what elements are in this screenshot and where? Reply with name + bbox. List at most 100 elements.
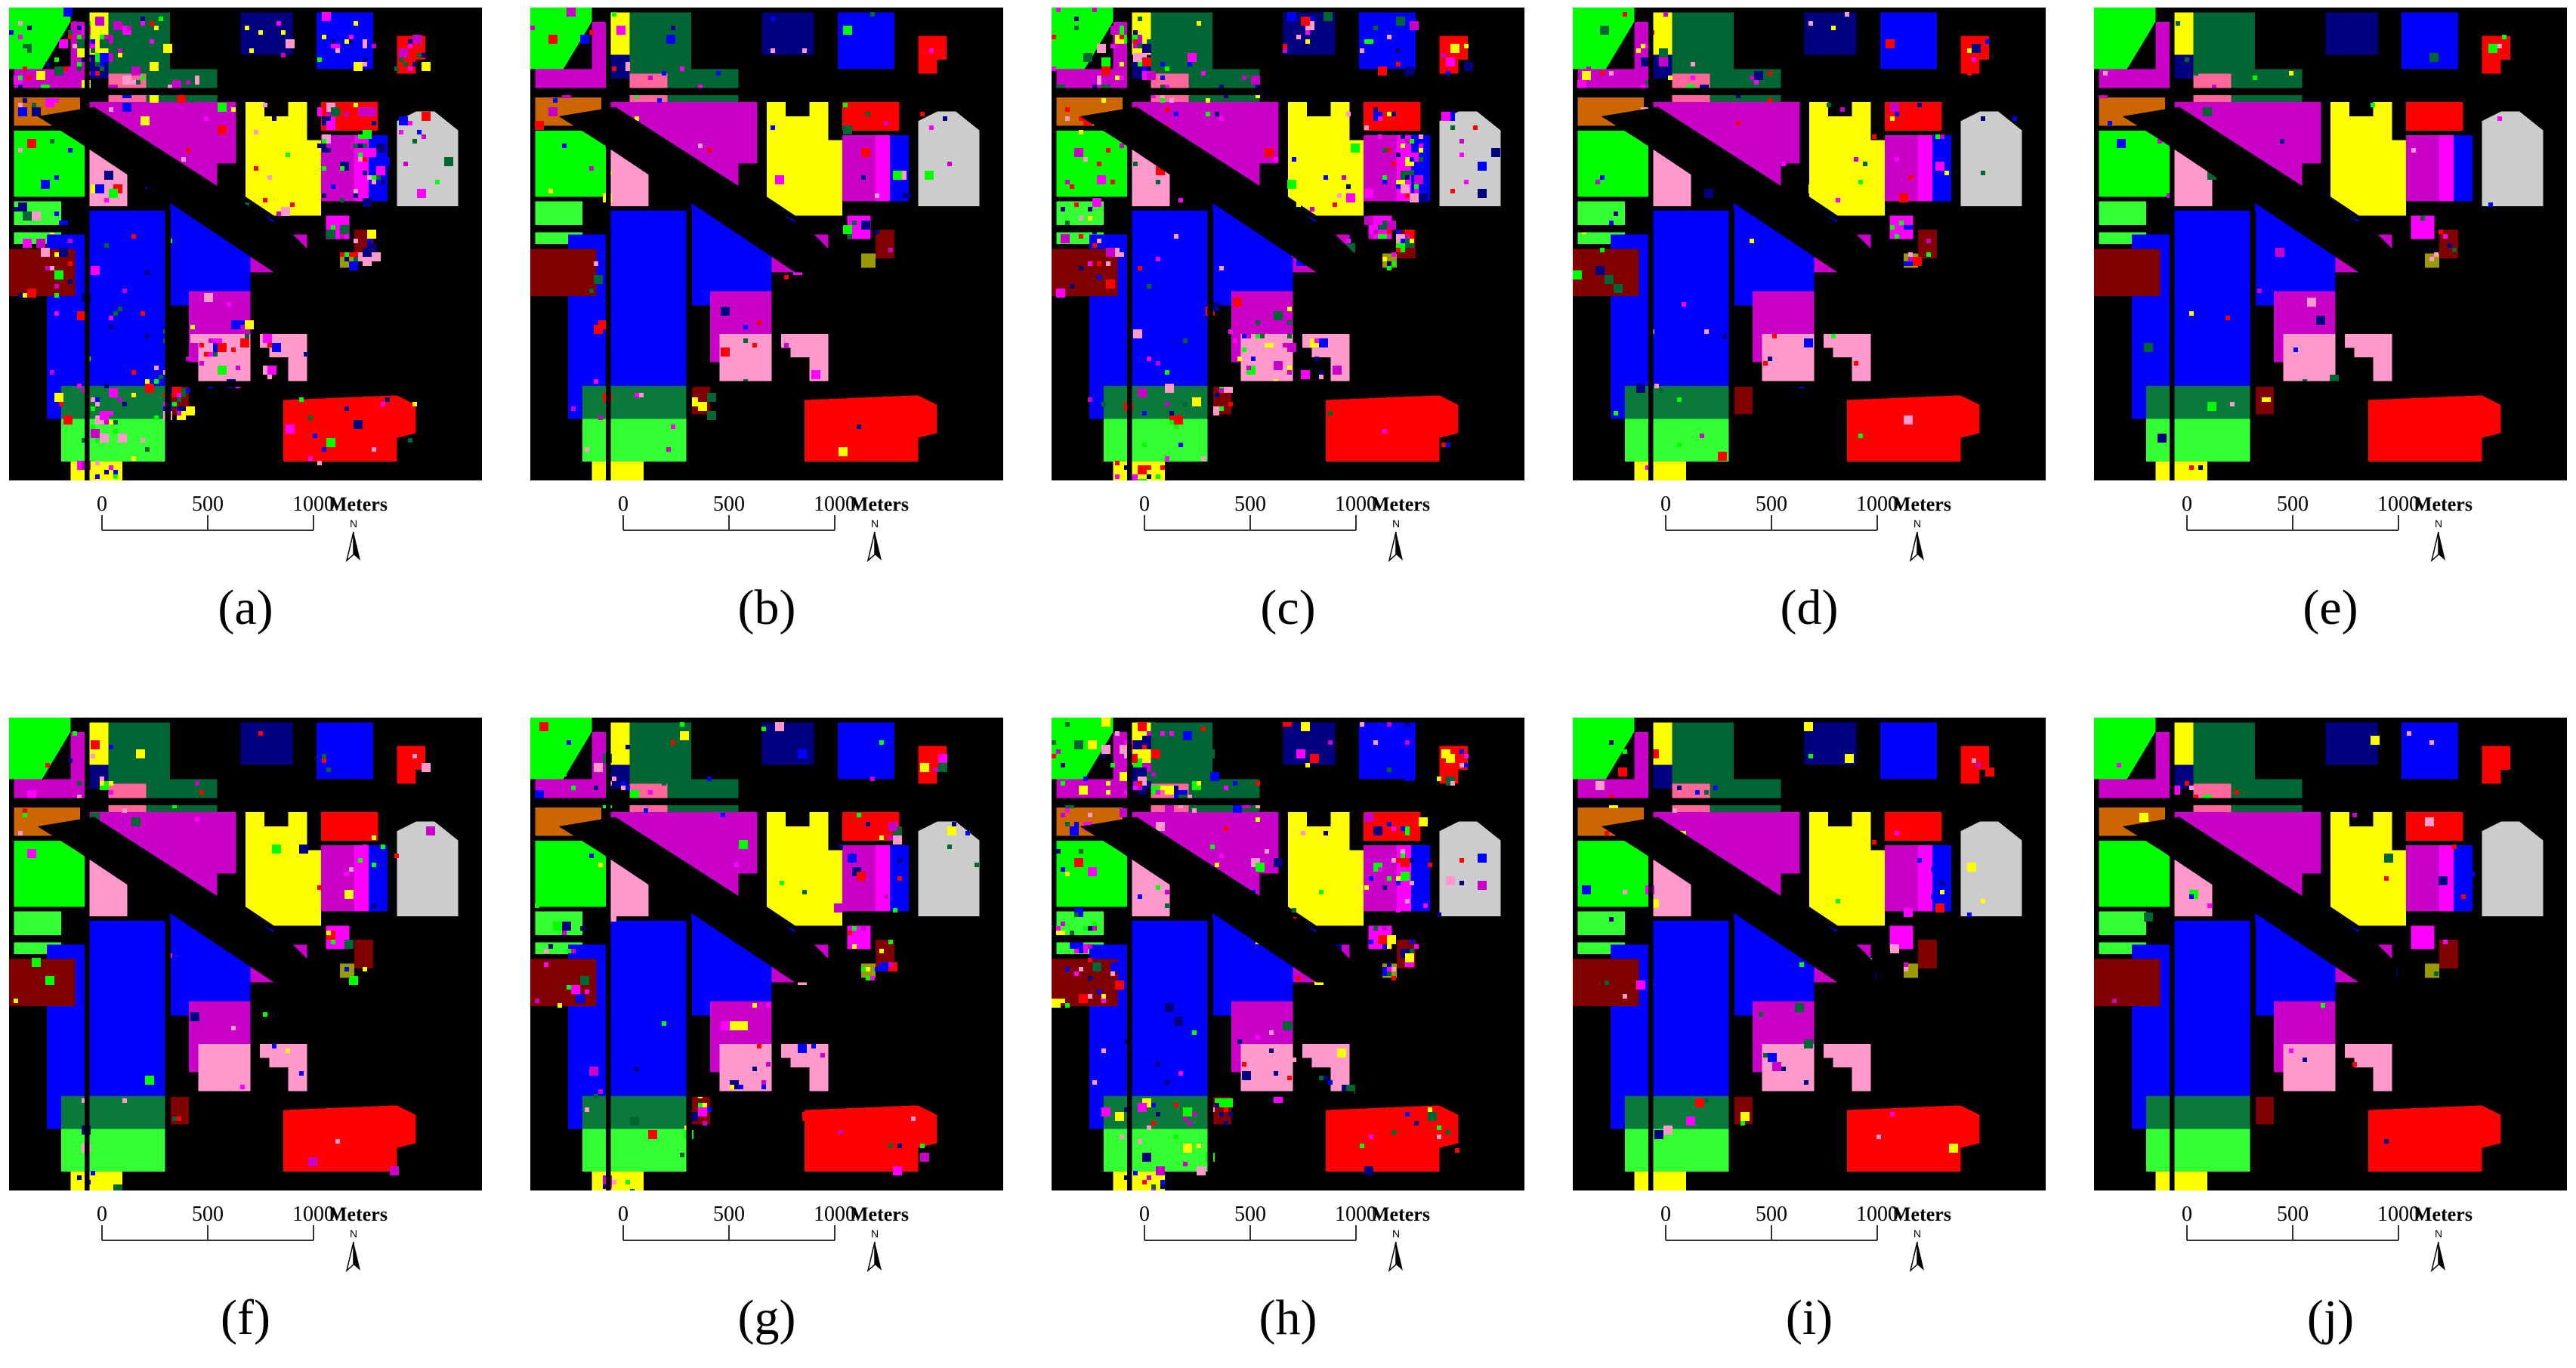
misclassified-pixel [1174,795,1178,799]
misclassified-pixel [276,21,281,26]
misclassified-pixel [1283,1080,1292,1089]
land-cover-region [9,8,71,69]
panel-i: 0 500 1000 Meters N (i) [1564,710,2055,1360]
misclassified-pixel [367,107,376,116]
misclassified-pixel [2316,316,2325,325]
misclassified-pixel [272,343,281,352]
misclassified-pixel [286,153,290,157]
misclassified-pixel [1985,39,1990,44]
north-arrow-icon [2439,532,2445,560]
misclassified-pixel [775,175,784,184]
land-cover-region [805,1105,937,1172]
land-cover-region [1052,88,1524,95]
misclassified-pixel [2189,465,2194,470]
misclassified-pixel [1188,795,1192,799]
misclassified-pixel [1192,808,1197,813]
land-cover-region [2482,746,2510,784]
misclassified-pixel [1700,434,1704,438]
misclassified-pixel [2371,103,2375,107]
misclassified-pixel [1156,361,1160,366]
land-cover-region [2145,385,2255,419]
misclassified-pixel [1287,334,1292,338]
misclassified-pixel [1274,858,1283,867]
misclassified-pixel [1491,148,1500,157]
land-cover-region [2406,812,2463,841]
misclassified-pixel [1088,976,1092,980]
misclassified-pixel [1410,949,1414,953]
land-cover-region [1917,940,1938,968]
misclassified-pixel [1373,740,1378,745]
misclassified-pixel [857,872,866,881]
scale-tick-label: 1000 [1856,1203,1898,1226]
misclassified-pixel [1396,234,1401,239]
land-cover-region [1809,102,1886,216]
misclassified-pixel [1605,275,1614,284]
misclassified-pixel [1056,289,1065,298]
misclassified-pixel [1595,781,1605,790]
misclassified-pixel [1677,443,1682,447]
misclassified-pixel [535,999,539,1003]
misclassified-pixel [1382,180,1387,184]
misclassified-pixel [1165,1080,1169,1085]
misclassified-pixel [635,116,639,121]
land-cover-region [165,921,171,1190]
scale-tick-label: 500 [713,493,745,516]
misclassified-pixel [322,193,326,198]
land-cover-region [2330,812,2407,926]
misclassified-pixel [1074,17,1079,21]
misclassified-pixel [1224,388,1228,393]
misclassified-pixel [1405,894,1410,899]
misclassified-pixel [1364,813,1373,822]
misclassified-pixel [231,1026,236,1030]
misclassified-pixel [331,225,335,230]
misclassified-pixel [848,931,852,935]
misclassified-pixel [41,180,50,189]
misclassified-pixel [571,406,576,411]
misclassified-pixel [1237,357,1242,361]
misclassified-pixel [394,66,399,71]
misclassified-pixel [1401,826,1405,831]
misclassified-pixel [1079,949,1083,953]
misclassified-pixel [1160,465,1165,470]
land-cover-region [1733,1091,1876,1098]
misclassified-pixel [1056,749,1061,754]
misclassified-pixel [1890,103,1899,112]
misclassified-pixel [100,411,109,420]
misclassified-pixel [1931,867,1935,872]
misclassified-pixel [925,171,934,180]
misclassified-pixel [1795,1003,1804,1012]
misclassified-pixel [1269,1048,1274,1053]
misclassified-pixel [752,1067,757,1071]
misclassified-pixel [154,26,159,30]
misclassified-pixel [1165,107,1169,112]
misclassified-pixel [95,17,104,26]
misclassified-pixel [1985,767,1994,777]
misclassified-pixel [1410,881,1414,885]
land-cover-region [2155,461,2208,480]
misclassified-pixel [1101,57,1110,66]
misclassified-pixel [1972,758,1976,763]
scale-bar: 0 500 1000 Meters N [0,483,491,567]
misclassified-pixel [118,434,127,443]
misclassified-pixel [113,21,122,30]
misclassified-pixel [1178,198,1183,202]
misclassified-pixel [766,1003,771,1008]
misclassified-pixel [2452,248,2457,252]
misclassified-pixel [1473,125,1478,130]
misclassified-pixel [1704,1098,1709,1103]
misclassified-pixel [897,876,902,881]
misclassified-pixel [562,931,567,935]
misclassified-pixel [2157,139,2162,144]
misclassified-pixel [100,35,104,39]
land-cover-region [686,921,693,1190]
misclassified-pixel [1124,1175,1129,1180]
land-cover-region [1364,845,1397,912]
misclassified-pixel [1120,62,1124,66]
misclassified-pixel [322,166,326,171]
misclassified-pixel [59,248,68,257]
misclassified-pixel [408,39,412,44]
misclassified-pixel [2348,30,2352,35]
misclassified-pixel [852,221,857,225]
misclassified-pixel [1292,858,1301,867]
